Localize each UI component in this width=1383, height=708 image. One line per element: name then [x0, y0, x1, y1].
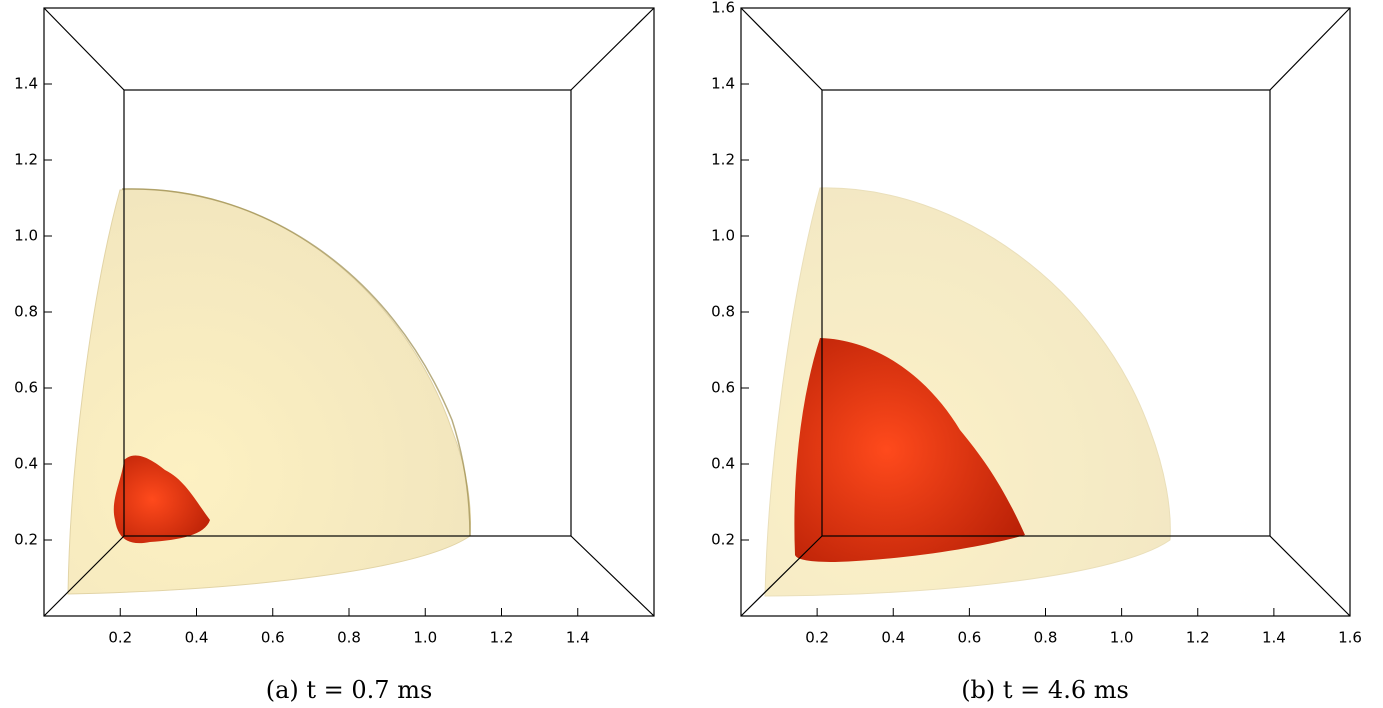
- x-tick-label: 1.4: [1262, 629, 1286, 647]
- y-tick-label: 0.4: [711, 455, 735, 473]
- y-tick-label: 0.8: [14, 303, 38, 321]
- caption: (b) t = 4.6 ms: [961, 676, 1129, 704]
- render-b: [764, 187, 1171, 597]
- y-tick-label: 0.6: [711, 379, 735, 397]
- x-tick-label: 1.4: [566, 629, 590, 647]
- y-tick-label: 1.2: [711, 151, 735, 169]
- y-tick-label: 0.2: [711, 531, 735, 549]
- x-tick-label: 0.6: [261, 629, 285, 647]
- caption: (a) t = 0.7 ms: [266, 676, 433, 704]
- x-tick-label: 0.4: [881, 629, 905, 647]
- y-tick-label: 0.4: [14, 455, 38, 473]
- x-tick-label: 1.0: [413, 629, 437, 647]
- y-tick-label: 1.0: [711, 227, 735, 245]
- y-tick-label: 1.4: [711, 75, 735, 93]
- x-tick-label: 0.6: [957, 629, 981, 647]
- x-tick-label: 1.2: [1186, 629, 1210, 647]
- x-tick-label: 0.4: [185, 629, 209, 647]
- y-tick-label: 0.2: [14, 531, 38, 549]
- y-tick-label: 1.0: [14, 227, 38, 245]
- x-tick-label: 1.6: [1338, 629, 1362, 647]
- x-tick-label: 0.8: [337, 629, 361, 647]
- x-tick-label: 0.2: [805, 629, 829, 647]
- box-wireframe-b: [740, 7, 1351, 617]
- y-tick-label: 1.2: [14, 151, 38, 169]
- x-tick-label: 0.2: [108, 629, 132, 647]
- y-tick-label: 1.4: [14, 75, 38, 93]
- y-tick-label: 0.8: [711, 303, 735, 321]
- x-tick-label: 1.2: [490, 629, 514, 647]
- y-tick-label: 0.6: [14, 379, 38, 397]
- box-wireframe-a: [43, 7, 655, 617]
- x-tick-label: 0.8: [1034, 629, 1058, 647]
- x-tick-label: 1.0: [1110, 629, 1134, 647]
- render-a: [67, 188, 471, 595]
- y-tick-label: 1.6: [711, 0, 735, 17]
